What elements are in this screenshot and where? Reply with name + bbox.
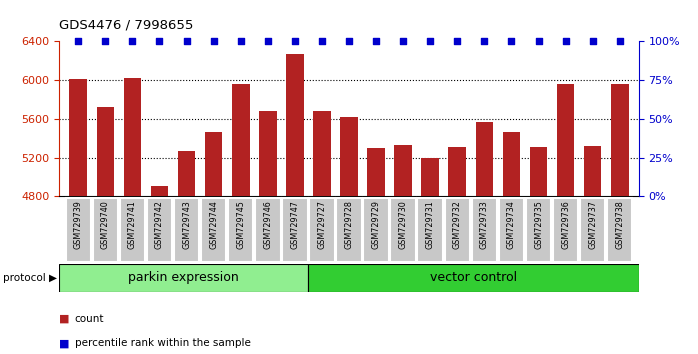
Bar: [449, 147, 466, 196]
Bar: [205, 132, 223, 196]
FancyBboxPatch shape: [174, 198, 200, 262]
Text: percentile rank within the sample: percentile rank within the sample: [75, 338, 251, 348]
Text: GSM729744: GSM729744: [209, 200, 218, 249]
Bar: [70, 79, 87, 196]
Text: GSM729732: GSM729732: [453, 200, 462, 249]
Text: GSM729739: GSM729739: [74, 200, 83, 249]
Point: [479, 38, 490, 44]
Text: GSM729733: GSM729733: [480, 200, 489, 249]
FancyBboxPatch shape: [607, 198, 632, 262]
Text: GSM729729: GSM729729: [371, 200, 380, 249]
Bar: [557, 84, 574, 196]
FancyBboxPatch shape: [553, 198, 579, 262]
Text: ■: ■: [59, 338, 70, 348]
Text: vector control: vector control: [429, 272, 517, 284]
Text: GSM729740: GSM729740: [101, 200, 110, 249]
Point: [181, 38, 192, 44]
Bar: [313, 111, 331, 196]
FancyBboxPatch shape: [228, 198, 253, 262]
Point: [235, 38, 246, 44]
Bar: [340, 117, 358, 196]
Text: GSM729735: GSM729735: [534, 200, 543, 249]
Point: [343, 38, 355, 44]
Bar: [394, 145, 412, 196]
Text: GSM729745: GSM729745: [236, 200, 245, 249]
Text: GSM729731: GSM729731: [426, 200, 435, 249]
Bar: [367, 148, 385, 196]
Bar: [259, 111, 276, 196]
Text: GSM729728: GSM729728: [345, 200, 353, 249]
FancyBboxPatch shape: [364, 198, 389, 262]
FancyBboxPatch shape: [445, 198, 470, 262]
Point: [316, 38, 327, 44]
FancyBboxPatch shape: [526, 198, 551, 262]
FancyBboxPatch shape: [93, 198, 118, 262]
FancyBboxPatch shape: [309, 198, 334, 262]
Point: [73, 38, 84, 44]
Point: [262, 38, 274, 44]
FancyBboxPatch shape: [472, 198, 497, 262]
FancyBboxPatch shape: [390, 198, 416, 262]
FancyBboxPatch shape: [147, 198, 172, 262]
FancyBboxPatch shape: [580, 198, 605, 262]
Point: [614, 38, 625, 44]
Bar: [475, 122, 493, 196]
Point: [154, 38, 165, 44]
Point: [289, 38, 300, 44]
FancyBboxPatch shape: [282, 198, 308, 262]
FancyBboxPatch shape: [201, 198, 226, 262]
Text: GSM729730: GSM729730: [399, 200, 408, 249]
Point: [506, 38, 517, 44]
FancyBboxPatch shape: [119, 198, 145, 262]
Point: [533, 38, 544, 44]
FancyBboxPatch shape: [417, 198, 443, 262]
Text: count: count: [75, 314, 104, 324]
Text: GSM729743: GSM729743: [182, 200, 191, 249]
Point: [127, 38, 138, 44]
Bar: [178, 151, 195, 196]
FancyBboxPatch shape: [66, 198, 91, 262]
Text: GSM729734: GSM729734: [507, 200, 516, 249]
Point: [452, 38, 463, 44]
FancyBboxPatch shape: [498, 198, 524, 262]
Point: [100, 38, 111, 44]
Bar: [503, 132, 520, 196]
Bar: [286, 54, 304, 196]
FancyBboxPatch shape: [255, 198, 281, 262]
Text: GSM729742: GSM729742: [155, 200, 164, 249]
Point: [587, 38, 598, 44]
FancyBboxPatch shape: [336, 198, 362, 262]
Bar: [96, 107, 114, 196]
Text: GDS4476 / 7998655: GDS4476 / 7998655: [59, 19, 194, 32]
Point: [371, 38, 382, 44]
Point: [424, 38, 436, 44]
Bar: [59, 264, 308, 292]
Text: GSM729727: GSM729727: [318, 200, 327, 249]
Text: GSM729746: GSM729746: [263, 200, 272, 249]
Text: GSM729736: GSM729736: [561, 200, 570, 249]
Text: GSM729738: GSM729738: [615, 200, 624, 249]
Text: GSM729747: GSM729747: [290, 200, 299, 249]
Point: [398, 38, 409, 44]
Bar: [124, 78, 141, 196]
Text: ■: ■: [59, 314, 70, 324]
Bar: [584, 146, 602, 196]
Bar: [308, 264, 639, 292]
Text: GSM729741: GSM729741: [128, 200, 137, 249]
Point: [560, 38, 571, 44]
Text: parkin expression: parkin expression: [128, 272, 239, 284]
Bar: [611, 84, 628, 196]
Point: [208, 38, 219, 44]
Bar: [151, 186, 168, 196]
Bar: [530, 147, 547, 196]
Text: GSM729737: GSM729737: [588, 200, 597, 249]
Bar: [422, 158, 439, 196]
Bar: [232, 84, 249, 196]
Text: protocol ▶: protocol ▶: [3, 273, 57, 283]
